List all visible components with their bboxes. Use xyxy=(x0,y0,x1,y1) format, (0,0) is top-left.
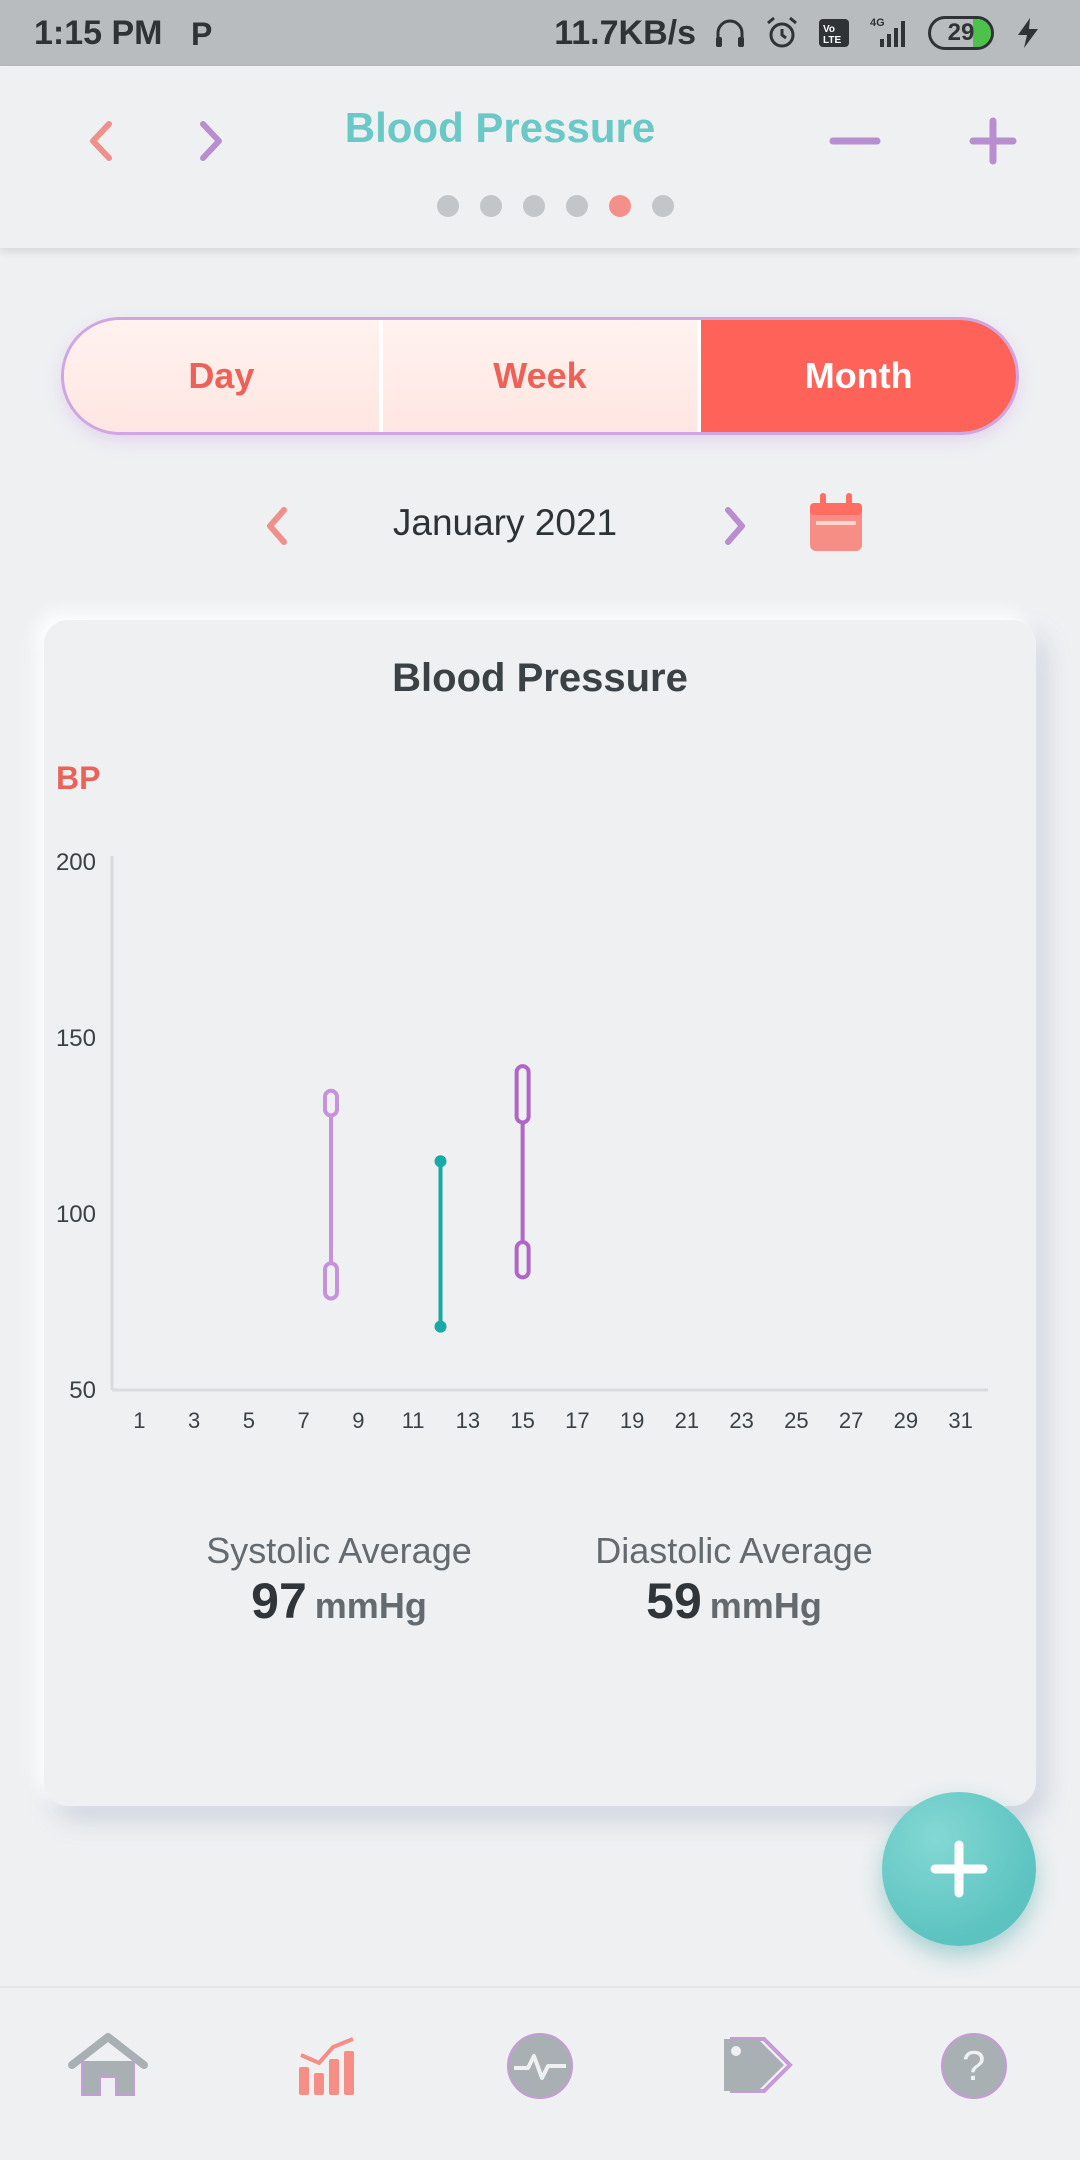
page-dot[interactable] xyxy=(651,195,674,217)
y-tick-label: 50 xyxy=(69,1377,96,1404)
tab-day[interactable]: Day xyxy=(64,320,379,432)
systolic-range-marker xyxy=(514,1064,531,1125)
systolic-unit: mmHg xyxy=(314,1585,427,1626)
systolic-average-value: 97 xyxy=(251,1573,307,1629)
diastolic-average: Diastolic Average 59 mmHg xyxy=(564,1530,904,1630)
systolic-range-marker xyxy=(323,1088,339,1118)
next-page-button[interactable] xyxy=(176,106,246,176)
y-tick-label: 200 xyxy=(56,849,96,876)
network-speed: 11.7KB/s xyxy=(554,13,696,52)
plus-icon xyxy=(969,117,1017,165)
diastolic-point xyxy=(434,1320,447,1333)
status-bar: 1:15 PM P 11.7KB/s Vo LTE 4G 29 xyxy=(0,0,1080,66)
x-tick-label: 7 xyxy=(298,1408,310,1433)
zoom-out-button[interactable] xyxy=(820,106,890,176)
nav-vitals[interactable] xyxy=(492,2018,588,2114)
chevron-right-icon xyxy=(200,121,222,161)
blood-pressure-card: Blood Pressure BP 200 150 100 50 1 3 5 7 9 11 13 15… xyxy=(44,620,1036,1806)
signal-icon: 4G xyxy=(870,17,905,47)
diastolic-average-value: 59 xyxy=(646,1573,702,1629)
x-tick-label: 21 xyxy=(675,1408,699,1433)
page-dot[interactable] xyxy=(479,195,502,217)
calendar-icon xyxy=(810,493,862,551)
card-title: Blood Pressure xyxy=(392,656,688,700)
previous-page-button[interactable] xyxy=(66,106,136,176)
x-tick-label: 3 xyxy=(188,1408,200,1433)
diastolic-average-label: Diastolic Average xyxy=(595,1530,873,1571)
p-app-icon: P xyxy=(191,16,212,51)
month-label: January 2021 xyxy=(392,502,618,543)
minus-icon xyxy=(829,137,881,145)
y-tick-label: 150 xyxy=(56,1025,96,1052)
x-tick-label: 23 xyxy=(729,1408,753,1433)
chevron-left-icon xyxy=(267,507,287,545)
y-tick-label: 100 xyxy=(56,1201,96,1228)
next-month-button[interactable] xyxy=(708,498,764,554)
systolic-average-label: Systolic Average xyxy=(206,1530,472,1571)
page-dot[interactable] xyxy=(522,195,545,217)
app-header: Blood Pressure xyxy=(0,66,1080,248)
nav-charts[interactable] xyxy=(280,2018,376,2114)
systolic-average: Systolic Average 97 mmHg xyxy=(184,1530,494,1630)
calendar-button[interactable] xyxy=(804,490,868,556)
home-icon xyxy=(68,2033,148,2096)
systolic-point xyxy=(434,1155,447,1168)
alarm-icon xyxy=(767,16,797,48)
page-title: Blood Pressure xyxy=(344,104,656,151)
x-tick-label: 27 xyxy=(839,1408,863,1433)
y-axis-unit: BP xyxy=(56,760,101,796)
headphones-icon xyxy=(716,19,744,47)
x-tick-label: 11 xyxy=(402,1408,425,1433)
bottom-navigation: ? xyxy=(0,1986,1080,2160)
page-indicator xyxy=(0,195,1080,217)
help-icon: ? xyxy=(941,2033,1007,2099)
x-tick-label: 15 xyxy=(510,1408,534,1433)
nav-home[interactable] xyxy=(60,2018,156,2114)
svg-text:4G: 4G xyxy=(870,17,885,29)
x-tick-label: 9 xyxy=(352,1408,364,1433)
svg-text:Vo: Vo xyxy=(823,24,835,35)
x-tick-label: 1 xyxy=(133,1408,145,1433)
diastolic-range-marker xyxy=(514,1240,531,1280)
status-time: 1:15 PM xyxy=(34,13,163,52)
period-selector: Day Week Month xyxy=(64,320,1016,432)
page-dot[interactable] xyxy=(436,195,459,217)
plus-icon xyxy=(930,1840,988,1898)
x-tick-label: 31 xyxy=(948,1408,972,1433)
tab-week[interactable]: Week xyxy=(378,320,698,432)
tag-icon xyxy=(724,2037,793,2093)
nav-help[interactable]: ? xyxy=(926,2018,1022,2114)
svg-text:P: P xyxy=(191,16,212,51)
heartbeat-icon xyxy=(507,2033,573,2099)
x-tick-label: 17 xyxy=(565,1408,589,1433)
svg-text:?: ? xyxy=(962,2042,985,2089)
add-reading-button[interactable] xyxy=(882,1792,1036,1946)
chevron-left-icon xyxy=(90,121,112,161)
svg-text:LTE: LTE xyxy=(823,35,841,46)
tab-month[interactable]: Month xyxy=(697,320,1016,432)
previous-month-button[interactable] xyxy=(248,498,304,554)
page-dot-active[interactable] xyxy=(608,195,631,217)
zoom-in-button[interactable] xyxy=(958,106,1028,176)
month-navigator: January 2021 xyxy=(0,490,1080,560)
x-tick-label: 13 xyxy=(456,1408,480,1433)
charging-icon xyxy=(1018,18,1038,48)
x-tick-label: 25 xyxy=(784,1408,808,1433)
chart-icon xyxy=(299,2037,354,2095)
x-tick-label: 29 xyxy=(894,1408,918,1433)
chevron-right-icon xyxy=(725,507,745,545)
battery-icon: 29 xyxy=(928,16,994,50)
diastolic-range-marker xyxy=(323,1261,339,1301)
nav-tags[interactable] xyxy=(710,2018,806,2114)
x-tick-label: 19 xyxy=(620,1408,644,1433)
x-tick-label: 5 xyxy=(243,1408,255,1433)
page-dot[interactable] xyxy=(565,195,588,217)
diastolic-unit: mmHg xyxy=(709,1585,822,1626)
